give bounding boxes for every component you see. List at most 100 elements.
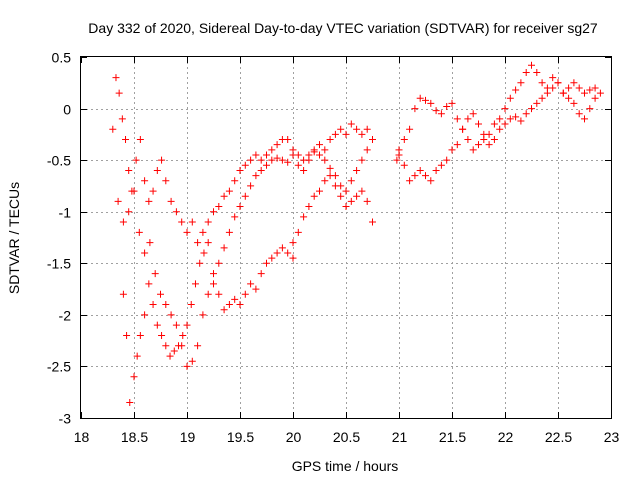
data-point: [533, 99, 541, 107]
data-point: [220, 192, 228, 200]
data-point: [326, 136, 334, 144]
data-point: [310, 148, 318, 156]
data-point: [125, 166, 133, 174]
x-tick-label: 18: [74, 429, 90, 445]
data-point: [432, 166, 440, 174]
data-point: [194, 239, 202, 247]
data-point: [565, 94, 573, 102]
x-axis-label: GPS time / hours: [292, 458, 399, 474]
data-point: [310, 192, 318, 200]
data-point: [289, 254, 297, 262]
data-point: [570, 99, 578, 107]
x-tick-label: 20: [286, 429, 302, 445]
data-point: [172, 208, 180, 216]
x-tick-label: 21: [392, 429, 408, 445]
data-point: [132, 156, 140, 164]
data-point: [331, 130, 339, 138]
data-point: [149, 187, 157, 195]
data-point: [133, 352, 141, 360]
data-point: [363, 146, 371, 154]
data-point: [241, 161, 249, 169]
data-point: [358, 187, 366, 195]
data-point: [501, 105, 509, 113]
x-tick-label: 19: [180, 429, 196, 445]
data-point: [188, 357, 196, 365]
data-point: [533, 68, 541, 76]
data-point: [305, 156, 313, 164]
series-sat-C: [119, 239, 297, 407]
data-point: [252, 151, 260, 159]
data-point: [363, 125, 371, 133]
data-point: [136, 331, 144, 339]
data-point: [210, 280, 217, 288]
data-point: [490, 136, 498, 144]
data-point: [586, 86, 594, 94]
y-tick-label: 0: [63, 102, 71, 118]
data-point: [188, 218, 196, 226]
data-point: [369, 218, 376, 226]
data-point: [475, 141, 482, 149]
data-point: [326, 164, 334, 172]
data-point: [469, 146, 477, 154]
data-point: [284, 136, 292, 144]
data-point: [443, 156, 451, 164]
data-point: [538, 79, 546, 87]
data-point: [204, 290, 212, 298]
data-point: [268, 254, 276, 262]
x-tick-label: 22: [498, 429, 514, 445]
data-point: [225, 228, 233, 236]
data-point: [395, 146, 403, 154]
data-point: [422, 172, 429, 180]
y-tick-label: -2: [59, 308, 72, 324]
data-point: [145, 280, 153, 288]
data-point: [347, 197, 355, 205]
data-point: [321, 177, 329, 185]
data-point: [331, 182, 339, 190]
data-point: [204, 218, 212, 226]
data-point: [166, 352, 174, 360]
data-point: [215, 290, 223, 298]
series-sat-D: [289, 172, 376, 247]
data-point: [109, 125, 117, 133]
data-point: [581, 89, 588, 97]
data-point: [342, 130, 350, 138]
data-point: [278, 244, 286, 252]
data-point: [400, 161, 408, 169]
data-point: [158, 331, 166, 339]
data-point: [183, 321, 191, 329]
data-point: [453, 141, 461, 149]
data-point: [236, 301, 244, 309]
data-point: [263, 161, 270, 169]
data-point: [263, 151, 270, 159]
data-point: [437, 161, 445, 169]
data-point: [183, 228, 191, 236]
data-point: [480, 130, 488, 138]
data-point: [369, 136, 376, 144]
data-point: [225, 187, 233, 195]
y-tick-label: -1.5: [47, 256, 71, 272]
series-sat-E: [393, 61, 604, 164]
data-point: [416, 166, 424, 174]
data-point: [191, 280, 199, 288]
data-point: [199, 311, 207, 319]
data-point: [316, 187, 323, 195]
data-point: [485, 141, 493, 149]
data-point: [153, 321, 161, 329]
data-point: [263, 259, 270, 267]
data-point: [512, 113, 520, 121]
series-sat-A: [109, 74, 371, 247]
series-sat-F: [395, 74, 599, 185]
grid-lines: [81, 57, 611, 418]
data-point: [437, 110, 445, 118]
data-point: [220, 244, 228, 252]
data-point: [422, 96, 429, 104]
data-point: [337, 125, 345, 133]
data-point: [268, 156, 276, 164]
x-tick-label: 19.5: [227, 429, 254, 445]
data-point: [538, 94, 546, 102]
data-point: [337, 192, 345, 200]
data-point: [496, 125, 504, 133]
data-point: [167, 311, 175, 319]
data-point: [158, 156, 166, 164]
data-point: [393, 156, 401, 164]
